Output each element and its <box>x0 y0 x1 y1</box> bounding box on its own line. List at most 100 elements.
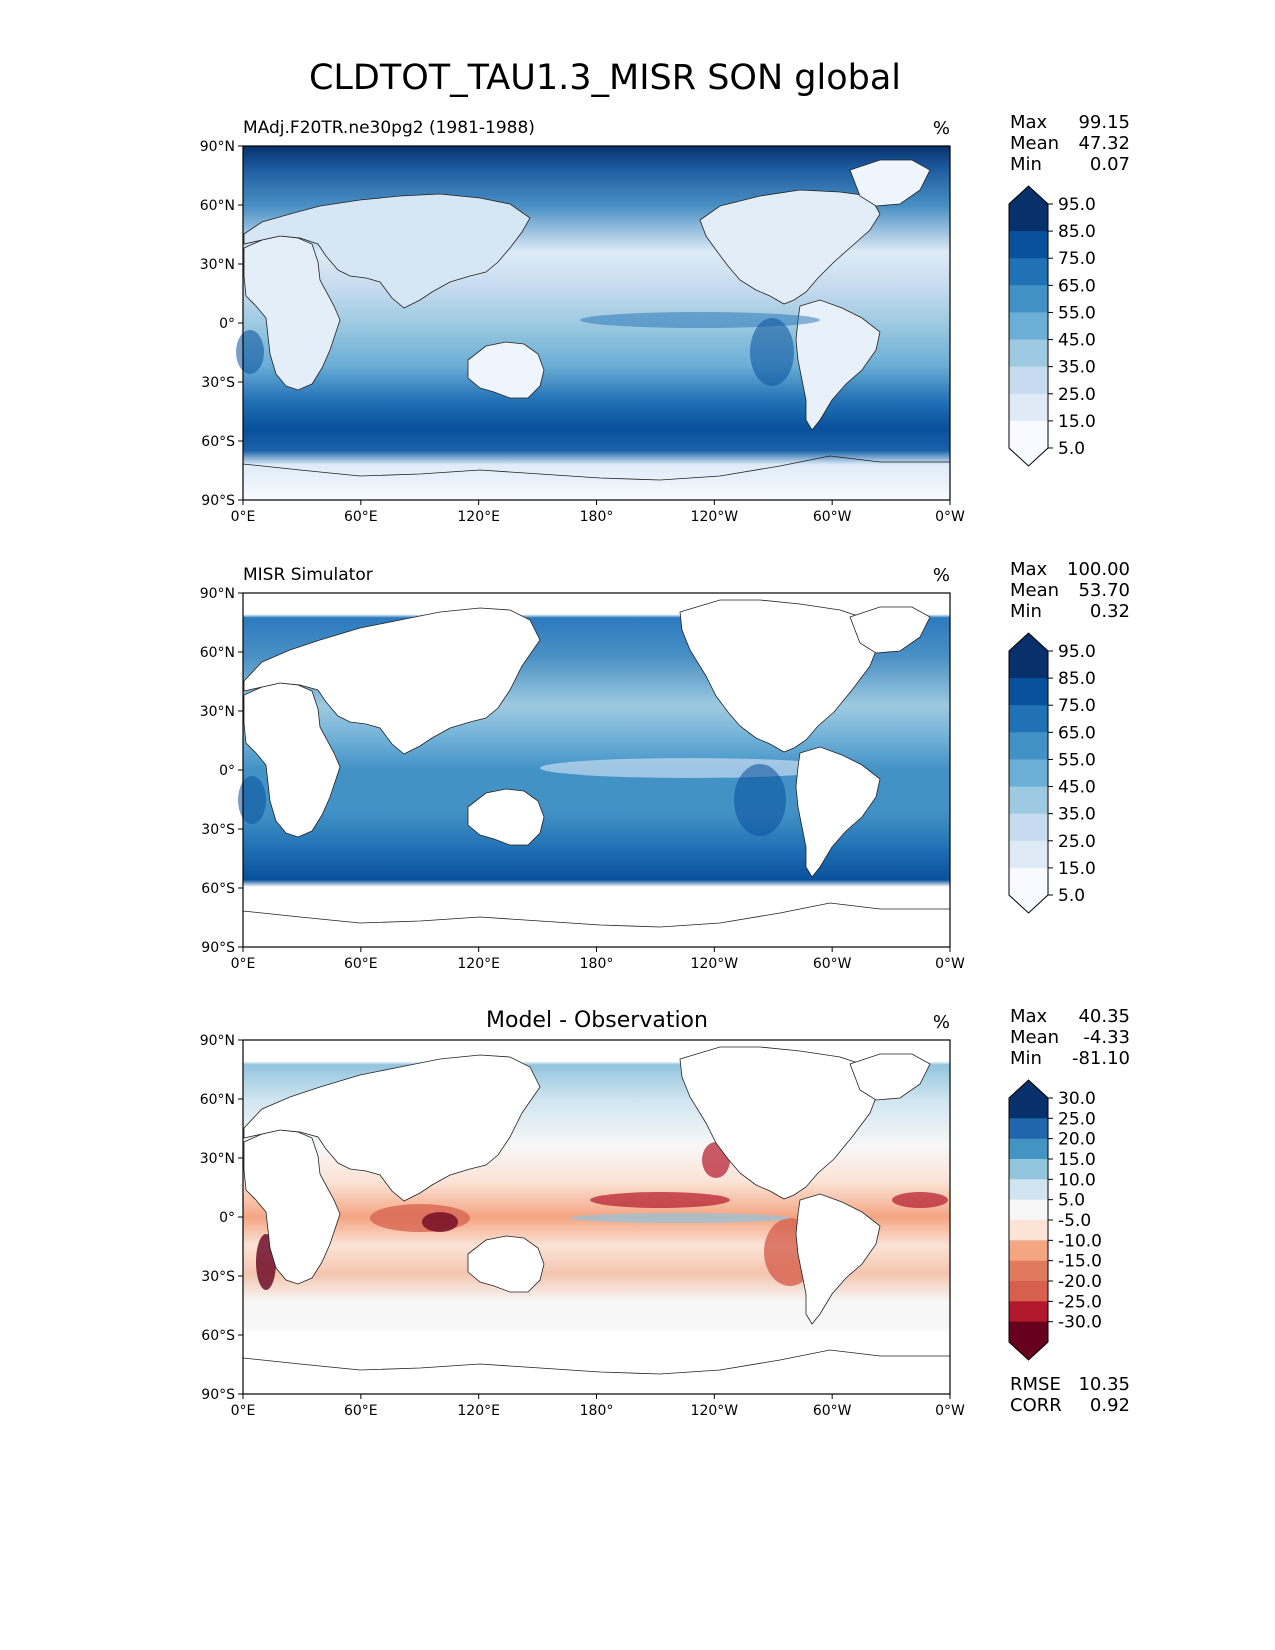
lat-tick-label: 90°N <box>200 1033 235 1049</box>
land-africa <box>243 1129 341 1285</box>
panel-test: MAdj.F20TR.ne30pg2 (1981-1988) % 90°N 60°… <box>200 112 1130 525</box>
colorbar-outline <box>1008 1079 1049 1361</box>
panel-units: % <box>933 1012 950 1033</box>
colorbar-label: 75.0 <box>1058 696 1096 716</box>
land-south-america <box>795 299 881 431</box>
colorbar-label: 25.0 <box>1058 832 1096 852</box>
lon-axis: 0°E 60°E 120°E 180° 120°W 60°W 0°W <box>231 1394 965 1419</box>
panel-reference: MISR Simulator % 90°N60°N30°N0°30°S60°S9… <box>200 559 1130 972</box>
panel-title-center: Model - Observation <box>486 1008 708 1033</box>
colorbar-extend-min <box>1009 1342 1048 1360</box>
stat-value: -4.33 <box>1083 1027 1130 1048</box>
lon-tick-label: 120°W <box>691 509 739 525</box>
lon-tick-label: 180° <box>580 1403 614 1419</box>
lon-tick-label: 180° <box>580 956 614 972</box>
colorbar-label: 10.0 <box>1058 1170 1096 1190</box>
colorbar-label: 85.0 <box>1058 669 1096 689</box>
stat-value: 53.70 <box>1078 580 1130 601</box>
colorbar-label: 5.0 <box>1058 439 1085 459</box>
land-antarctica <box>242 902 950 928</box>
colorbar: 30.025.020.015.010.05.0-5.0-10.0-15.0-20… <box>1008 1079 1102 1361</box>
colorbar-segment <box>1009 813 1048 842</box>
stats-box: Max 40.35 Mean -4.33 Min -81.10 <box>1010 1006 1130 1069</box>
lat-tick-label: 30°S <box>201 822 235 838</box>
lon-tick-label: 120°W <box>691 1403 739 1419</box>
colorbar-segment <box>1009 1301 1048 1323</box>
colorbar-segment <box>1009 420 1048 449</box>
stat-value: 0.32 <box>1090 601 1130 622</box>
colorbar-label: 65.0 <box>1058 723 1096 743</box>
lat-tick-label: 30°S <box>201 375 235 391</box>
colorbar-label: 15.0 <box>1058 859 1096 879</box>
itcz-band <box>540 758 840 778</box>
colorbar-label: 15.0 <box>1058 1150 1096 1170</box>
figure-title: CLDTOT_TAU1.3_MISR SON global <box>309 58 901 98</box>
colorbar-segment <box>1009 258 1048 286</box>
stats-box: Max 100.00 Mean 53.70 Min 0.32 <box>1010 559 1130 622</box>
colorbar-segment <box>1009 204 1048 232</box>
land-africa <box>243 682 341 838</box>
colorbar-segment <box>1009 840 1048 869</box>
colorbar-segment <box>1009 393 1048 422</box>
lat-tick-label: 90°N <box>200 586 235 602</box>
colorbar-label: 5.0 <box>1058 1191 1085 1211</box>
land-antarctica <box>242 1349 950 1375</box>
stat-value: 47.32 <box>1078 133 1130 154</box>
lon-tick-label: 0°E <box>231 1403 256 1419</box>
land-north-america <box>699 189 881 305</box>
stat-label: Mean <box>1010 580 1059 601</box>
colorbar-label: 25.0 <box>1058 385 1096 405</box>
panel-title-left: MAdj.F20TR.ne30pg2 (1981-1988) <box>243 118 535 138</box>
panel-units: % <box>933 565 950 586</box>
colorbar-segment <box>1009 759 1048 788</box>
lon-tick-label: 60°E <box>344 956 378 972</box>
stat-value: 0.92 <box>1090 1395 1130 1416</box>
lon-tick-label: 120°E <box>457 956 500 972</box>
lat-tick-label: 60°S <box>201 881 235 897</box>
colorbar-segment <box>1009 1321 1048 1343</box>
colorbar-label: 25.0 <box>1058 1109 1096 1129</box>
lat-tick-label: 60°S <box>201 434 235 450</box>
lon-tick-label: 120°E <box>457 1403 500 1419</box>
colorbar-segment <box>1009 231 1048 259</box>
lat-axis: 90°N 60°N 30°N 0° 30°S 60°S 90°S <box>200 1033 243 1403</box>
lat-tick-label: 90°N <box>200 139 235 155</box>
colorbar-segment <box>1009 678 1048 706</box>
land-australia <box>467 788 545 846</box>
stat-value: 0.07 <box>1090 154 1130 175</box>
land-africa <box>243 235 341 391</box>
colorbar-segment <box>1009 1199 1048 1221</box>
colorbar-label: 15.0 <box>1058 412 1096 432</box>
lat-tick-label: 30°S <box>201 1269 235 1285</box>
stats-box: Max 99.15 Mean 47.32 Min 0.07 <box>1010 112 1130 175</box>
land-greenland <box>849 159 931 207</box>
colorbar-segment <box>1009 705 1048 733</box>
lat-tick-label: 30°N <box>200 704 235 720</box>
lat-tick-label: 30°N <box>200 1151 235 1167</box>
colorbar-label: 35.0 <box>1058 358 1096 378</box>
lat-tick-label: 0° <box>219 763 235 779</box>
lat-tick-label: 90°S <box>201 493 235 509</box>
metrics-box: RMSE 10.35 CORR 0.92 <box>1010 1374 1130 1416</box>
colorbar-segment <box>1009 732 1048 760</box>
stat-value: 10.35 <box>1078 1374 1130 1395</box>
colorbar-segment <box>1009 1220 1048 1241</box>
lon-axis: 0°E 60°E 120°E 180° 120°W 60°W 0°W <box>231 947 965 972</box>
colorbar-label: -20.0 <box>1058 1272 1102 1292</box>
colorbar-segment <box>1009 1118 1048 1140</box>
lon-tick-label: 120°E <box>457 509 500 525</box>
colorbar-segment <box>1009 651 1048 679</box>
lon-tick-label: 120°W <box>691 956 739 972</box>
land-antarctica <box>242 455 950 481</box>
stat-label: Max <box>1010 1006 1048 1027</box>
lat-tick-label: 60°S <box>201 1328 235 1344</box>
bias-atlantic <box>892 1192 948 1208</box>
colorbar-label: -30.0 <box>1058 1313 1102 1333</box>
lat-tick-label: 90°S <box>201 1387 235 1403</box>
colorbar: 95.0 85.0 75.0 65.0 55.0 45.0 35.0 25.0 15.0 5.0 <box>1008 632 1096 914</box>
stat-value: 99.15 <box>1078 112 1130 133</box>
colorbar-label: 75.0 <box>1058 249 1096 269</box>
stat-label: Min <box>1010 1048 1042 1069</box>
colorbar-label: 45.0 <box>1058 778 1096 798</box>
lat-axis: 90°N 60°N 30°N 0° 30°S 60°S 90°S <box>200 139 243 509</box>
